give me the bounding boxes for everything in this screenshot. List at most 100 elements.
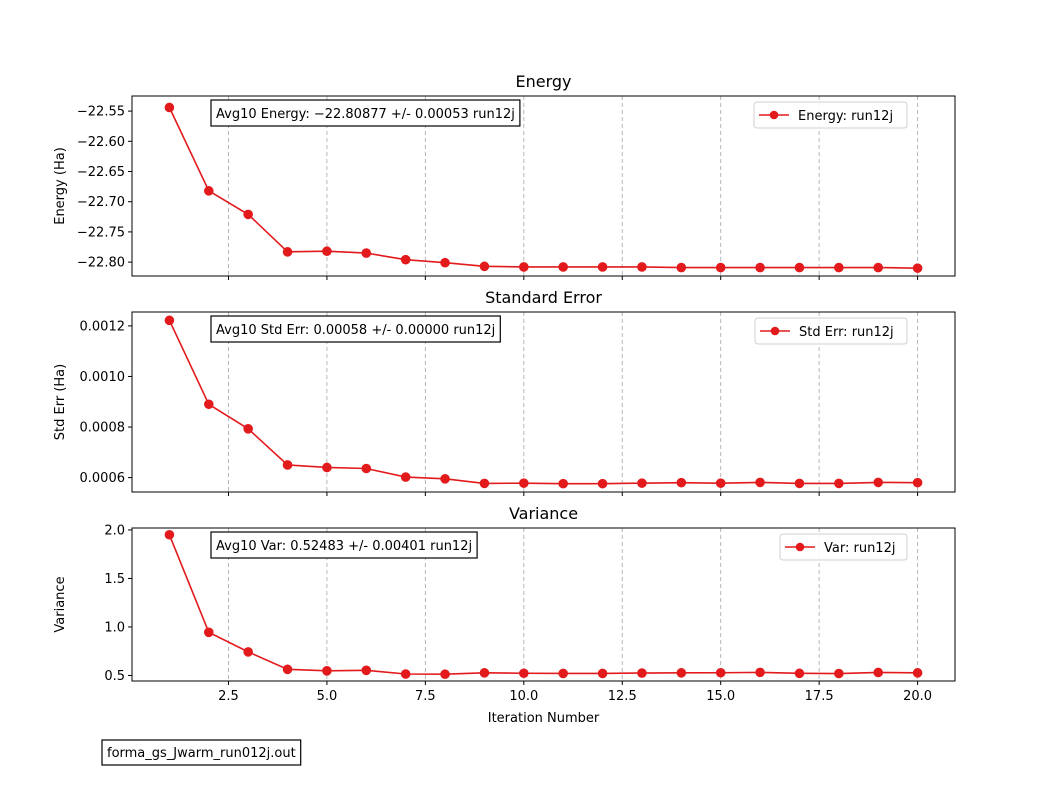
variance-data-point	[834, 668, 844, 679]
std-err-data-point	[203, 399, 214, 410]
std-err-data-point	[243, 423, 253, 434]
variance-data-point	[322, 666, 332, 676]
energy-data-point	[361, 248, 372, 258]
variance-data-point	[558, 668, 568, 679]
variance-x-tick-label: 2.5	[218, 689, 239, 704]
variance-data-point	[794, 668, 805, 679]
energy-data-point	[597, 262, 608, 272]
energy-data-point	[440, 257, 450, 268]
std-err-legend: Std Err: run12j	[754, 317, 908, 345]
energy-data-point	[203, 186, 214, 196]
energy-legend-marker	[769, 110, 779, 120]
std-err-y-tick-label: 0.0008	[80, 421, 126, 436]
std-err-data-point	[558, 478, 568, 489]
variance-legend: Var: run12j	[779, 533, 908, 561]
energy-data-point	[755, 262, 765, 273]
energy-legend: Energy: run12j	[753, 101, 908, 129]
variance-panel: 0.5 1.0 1.5 2.0 2.5 5.0 7.5 10.0 12.5 15.0 17.5 20.…	[53, 504, 956, 726]
variance-data-point	[597, 668, 608, 679]
std-err-title: Standard Error	[485, 288, 602, 307]
std-err-data-point	[519, 478, 529, 488]
variance-legend-label: Var: run12j	[824, 541, 895, 556]
variance-title: Variance	[509, 504, 578, 523]
std-err-y-tick-label: 0.0012	[80, 319, 126, 334]
variance-legend-box	[779, 533, 908, 561]
std-err-legend-box	[754, 317, 908, 345]
energy-data-point	[282, 247, 293, 257]
energy-title: Energy	[515, 72, 571, 91]
energy-y-tick-label: −22.60	[77, 135, 125, 150]
std-err-data-point	[164, 315, 175, 326]
variance-annotation-text: Avg10 Var: 0.52483 +/- 0.00401 run12j	[216, 539, 472, 554]
std-err-data-point	[440, 474, 450, 484]
energy-data-point	[243, 209, 253, 220]
variance-annotation: Avg10 Var: 0.52483 +/- 0.00401 run12j	[210, 531, 478, 559]
std-err-panel: 0.0006 0.0008 0.0010 0.0012 Standard Error St…	[53, 288, 956, 496]
variance-data-point	[715, 667, 726, 678]
variance-data-point	[912, 668, 923, 678]
energy-data-point	[912, 263, 923, 273]
energy-annotation-text: Avg10 Energy: −22.80877 +/- 0.00053 run1…	[216, 107, 515, 122]
variance-x-tick-label: 10.0	[509, 689, 538, 704]
energy-legend-box	[753, 101, 908, 129]
variance-data-point	[243, 647, 253, 657]
variance-series-line	[168, 534, 918, 676]
std-err-y-tick-label: 0.0010	[80, 370, 126, 385]
std-err-data-point	[873, 477, 884, 488]
energy-panel: −22.80 −22.75 −22.70 −22.65 −22.60 −22.55 Ener…	[53, 72, 956, 280]
energy-data-point	[322, 246, 332, 257]
variance-data-point	[479, 668, 490, 678]
energy-y-tick-label: −22.80	[77, 256, 125, 271]
std-err-legend-label: Std Err: run12j	[799, 325, 894, 340]
energy-data-point	[479, 261, 490, 272]
energy-y-tick-label: −22.75	[77, 225, 125, 240]
std-err-annotation-box	[210, 315, 501, 343]
energy-data-point	[834, 262, 844, 273]
energy-y-tick-label: −22.70	[77, 195, 125, 210]
std-err-y-tick-label: 0.0006	[80, 471, 126, 486]
std-err-data-point	[676, 477, 687, 488]
energy-legend-label: Energy: run12j	[798, 109, 893, 124]
variance-x-tick-label: 7.5	[415, 689, 436, 704]
variance-x-tick-label: 20.0	[903, 689, 932, 704]
energy-y-tick-label: −22.55	[77, 105, 125, 120]
std-err-series-line	[168, 320, 918, 485]
std-err-data-point	[479, 478, 490, 489]
variance-data-point	[519, 668, 529, 679]
energy-data-point	[794, 262, 805, 273]
std-err-legend-marker	[770, 326, 780, 336]
energy-series-line	[168, 107, 918, 269]
variance-axes-frame	[131, 527, 956, 682]
variance-y-axis-label: Variance	[53, 576, 68, 632]
variance-x-tick-label: 17.5	[805, 689, 834, 704]
energy-annotation: Avg10 Energy: −22.80877 +/- 0.00053 run1…	[210, 99, 521, 127]
variance-y-tick-label: 0.5	[104, 669, 125, 684]
variance-data-point	[440, 669, 450, 680]
variance-data-point	[203, 627, 214, 638]
variance-data-point	[755, 667, 765, 678]
energy-data-point	[164, 102, 175, 113]
variance-data-point	[282, 664, 293, 675]
variance-x-tick-label: 12.5	[608, 689, 637, 704]
variance-x-axis-label: Iteration Number	[488, 711, 600, 726]
std-err-axes-frame	[131, 311, 956, 493]
variance-data-point	[873, 667, 884, 678]
energy-data-point	[558, 262, 568, 272]
variance-data-point	[676, 668, 687, 678]
energy-y-axis-label: Energy (Ha)	[53, 147, 68, 225]
std-err-annotation: Avg10 Std Err: 0.00058 +/- 0.00000 run12…	[210, 315, 501, 343]
energy-data-point	[519, 262, 529, 272]
energy-annotation-box	[210, 99, 521, 127]
variance-data-point	[361, 665, 372, 676]
energy-data-point	[715, 262, 726, 273]
energy-data-point	[873, 262, 884, 273]
std-err-data-point	[400, 472, 411, 482]
energy-y-tick-label: −22.65	[77, 165, 125, 180]
energy-data-point	[637, 262, 647, 272]
variance-y-tick-label: 1.5	[104, 572, 125, 587]
variance-x-tick-label: 15.0	[706, 689, 735, 704]
variance-data-point	[637, 668, 647, 678]
variance-annotation-box	[210, 531, 478, 559]
std-err-y-axis-label: Std Err (Ha)	[53, 364, 68, 440]
